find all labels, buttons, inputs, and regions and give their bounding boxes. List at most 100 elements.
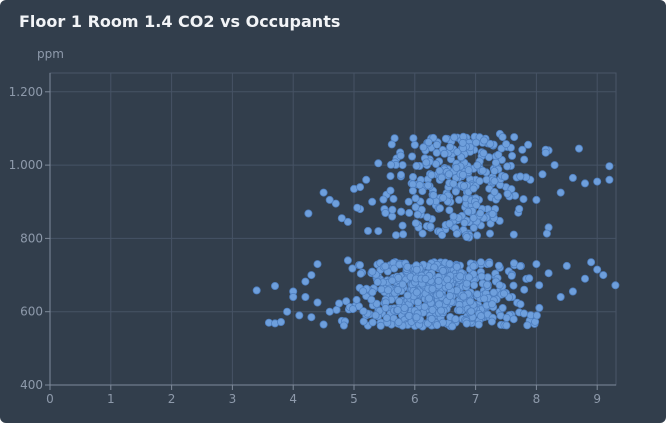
data-point — [424, 138, 433, 147]
data-point — [587, 258, 596, 267]
x-tick-label: 4 — [289, 392, 297, 406]
data-point — [449, 179, 458, 188]
data-point — [368, 318, 377, 327]
data-point — [458, 170, 467, 179]
data-point — [556, 292, 565, 301]
data-point — [532, 311, 541, 320]
data-point — [448, 322, 457, 331]
data-point — [411, 194, 420, 203]
data-point — [498, 133, 507, 142]
data-point — [343, 256, 352, 265]
data-point — [386, 172, 395, 181]
data-point — [455, 306, 464, 315]
y-tick-label: 400 — [20, 378, 43, 392]
data-point — [452, 163, 461, 172]
data-point — [372, 299, 381, 308]
data-point — [342, 297, 351, 306]
data-point — [353, 203, 362, 212]
data-point — [532, 260, 541, 269]
data-point — [427, 170, 436, 179]
y-tick-label: 1.000 — [9, 158, 43, 172]
data-point — [435, 166, 444, 175]
data-point — [479, 149, 488, 158]
data-point — [355, 261, 364, 270]
data-point — [445, 291, 454, 300]
data-point — [464, 207, 473, 216]
y-tick-label: 1.200 — [9, 85, 43, 99]
data-points — [252, 129, 620, 331]
data-point — [420, 302, 429, 311]
data-point — [475, 177, 484, 186]
data-point — [384, 286, 393, 295]
data-point — [404, 197, 413, 206]
data-point — [459, 181, 468, 190]
data-point — [429, 191, 438, 200]
data-point — [485, 229, 494, 238]
data-point — [462, 232, 471, 241]
data-point — [452, 229, 461, 238]
data-point — [469, 223, 478, 232]
data-point — [473, 290, 482, 299]
x-tick-label: 1 — [107, 392, 115, 406]
data-point — [544, 269, 553, 278]
data-point — [374, 227, 383, 236]
data-point — [428, 284, 437, 293]
data-point — [519, 195, 528, 204]
data-point — [373, 278, 382, 287]
data-point — [403, 262, 412, 271]
data-point — [415, 181, 424, 190]
data-point — [313, 260, 322, 269]
data-point — [387, 140, 396, 149]
data-point — [500, 172, 509, 181]
data-point — [400, 303, 409, 312]
data-point — [276, 317, 285, 326]
data-point — [469, 213, 478, 222]
data-point — [348, 264, 357, 273]
data-point — [502, 313, 511, 322]
data-point — [307, 313, 316, 322]
data-point — [483, 280, 492, 289]
data-point — [389, 194, 398, 203]
data-point — [516, 300, 525, 309]
data-point — [507, 271, 516, 280]
data-point — [325, 195, 334, 204]
data-point — [473, 161, 482, 170]
data-point — [398, 221, 407, 230]
data-point — [450, 133, 459, 142]
x-tick-label: 0 — [46, 392, 54, 406]
data-point — [508, 151, 517, 160]
data-point — [362, 175, 371, 184]
data-point — [498, 303, 507, 312]
data-point — [270, 281, 279, 290]
data-point — [356, 183, 365, 192]
data-point — [490, 187, 499, 196]
chart-title: Floor 1 Room 1.4 CO2 vs Occupants — [19, 12, 341, 31]
data-point — [395, 297, 404, 306]
data-point — [460, 218, 469, 227]
data-point — [538, 170, 547, 179]
data-point — [476, 258, 485, 267]
data-point — [418, 229, 427, 238]
x-tick-label: 8 — [533, 392, 541, 406]
data-point — [581, 274, 590, 283]
data-point — [396, 170, 405, 179]
data-point — [307, 271, 316, 280]
axes — [45, 73, 616, 390]
data-point — [611, 281, 620, 290]
data-point — [359, 287, 368, 296]
data-point — [520, 155, 529, 164]
data-point — [453, 147, 462, 156]
x-tick-label: 9 — [593, 392, 601, 406]
data-point — [467, 307, 476, 316]
data-point — [331, 199, 340, 208]
data-point — [446, 142, 455, 151]
x-tick-label: 7 — [472, 392, 480, 406]
data-point — [568, 173, 577, 182]
data-point — [593, 265, 602, 274]
data-point — [412, 161, 421, 170]
data-point — [443, 275, 452, 284]
data-point — [458, 138, 467, 147]
data-point — [451, 187, 460, 196]
data-point — [470, 281, 479, 290]
data-point — [581, 179, 590, 188]
